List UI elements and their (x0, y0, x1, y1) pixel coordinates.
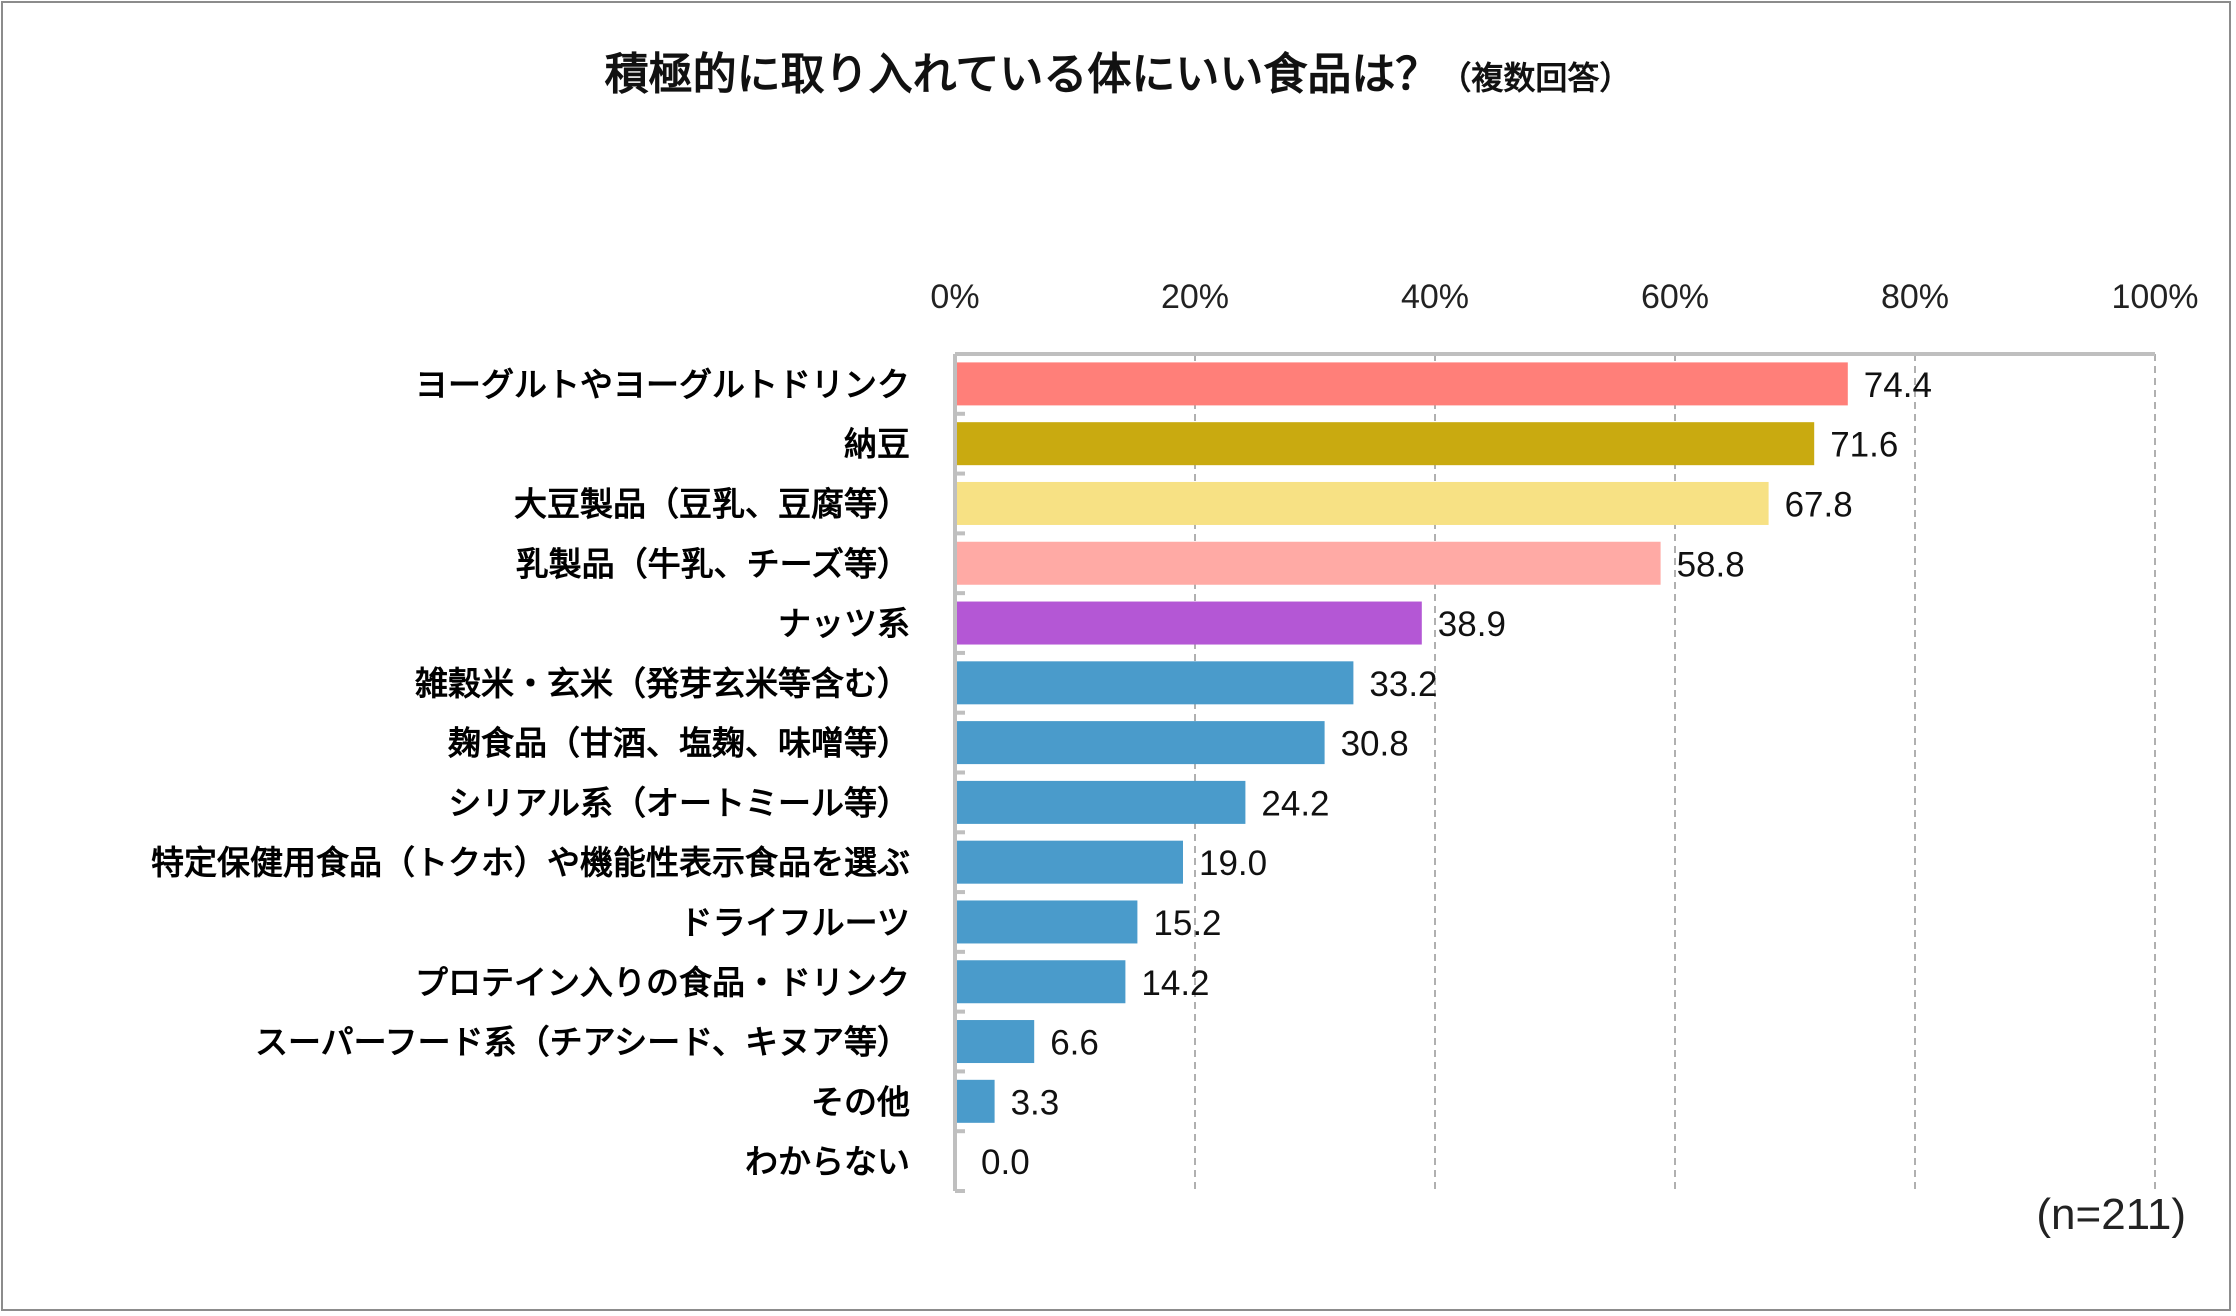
category-label: 雑穀米・玄米（発芽玄米等含む） (414, 664, 910, 703)
bar (957, 721, 1325, 765)
tick-label: 40% (1401, 278, 1469, 316)
bar (957, 1079, 995, 1123)
bar (957, 661, 1354, 705)
bar (957, 541, 1661, 585)
data-label: 6.6 (1050, 1024, 1099, 1063)
bar (957, 960, 1126, 1004)
tick-label: 60% (1641, 278, 1709, 316)
data-label: 58.8 (1677, 545, 1745, 584)
bar (957, 601, 1422, 645)
sample-size-note: (n=211) (2036, 1190, 2186, 1239)
category-label: 納豆 (844, 425, 910, 464)
bar (957, 840, 1183, 884)
chart-title: 積極的に取り入れている体にいい食品は？（複数回答） (0, 38, 2236, 102)
data-label: 33.2 (1369, 665, 1437, 704)
category-label: 大豆製品（豆乳、豆腐等） (514, 484, 910, 523)
title-text: 積極的に取り入れている体にいい食品は？ (604, 49, 1440, 100)
category-label: プロテイン入りの食品・ドリンク (415, 963, 910, 1002)
tick-label: 80% (1881, 278, 1949, 316)
category-label: 乳製品（牛乳、チーズ等） (516, 544, 910, 583)
category-label: ナッツ系 (778, 604, 910, 643)
bar (957, 1020, 1035, 1064)
bar (957, 362, 1848, 406)
data-label: 30.8 (1341, 725, 1409, 764)
data-label: 0.0 (981, 1143, 1030, 1182)
category-label: 麹食品（甘酒、塩麹、味噌等） (448, 724, 910, 763)
bar (957, 422, 1815, 466)
category-label: シリアル系（オートミール等） (448, 783, 910, 822)
data-label: 67.8 (1785, 485, 1853, 524)
category-label: 特定保健用食品（トクホ）や機能性表示食品を選ぶ (151, 843, 910, 882)
data-label: 74.4 (1864, 366, 1932, 405)
category-label: スーパーフード系（チアシード、キヌア等） (255, 1023, 910, 1062)
category-label: その他 (811, 1082, 910, 1121)
category-label: わからない (745, 1142, 910, 1181)
tick-label: 0% (930, 278, 979, 316)
bar (957, 900, 1138, 944)
subtitle-text: （複数回答） (1439, 59, 1632, 97)
data-label: 38.9 (1438, 605, 1506, 644)
category-label: ドライフルーツ (680, 903, 910, 942)
tick-label: 100% (2112, 278, 2199, 316)
data-label: 19.0 (1199, 844, 1267, 883)
data-label: 24.2 (1261, 784, 1329, 823)
bar (957, 481, 1769, 525)
category-label: ヨーグルトやヨーグルトドリンク (415, 365, 910, 404)
data-label: 14.2 (1141, 964, 1209, 1003)
data-label: 71.6 (1830, 426, 1898, 465)
bar (957, 780, 1246, 824)
data-label: 3.3 (1011, 1083, 1060, 1122)
data-label: 15.2 (1153, 904, 1221, 943)
tick-label: 20% (1161, 278, 1229, 316)
